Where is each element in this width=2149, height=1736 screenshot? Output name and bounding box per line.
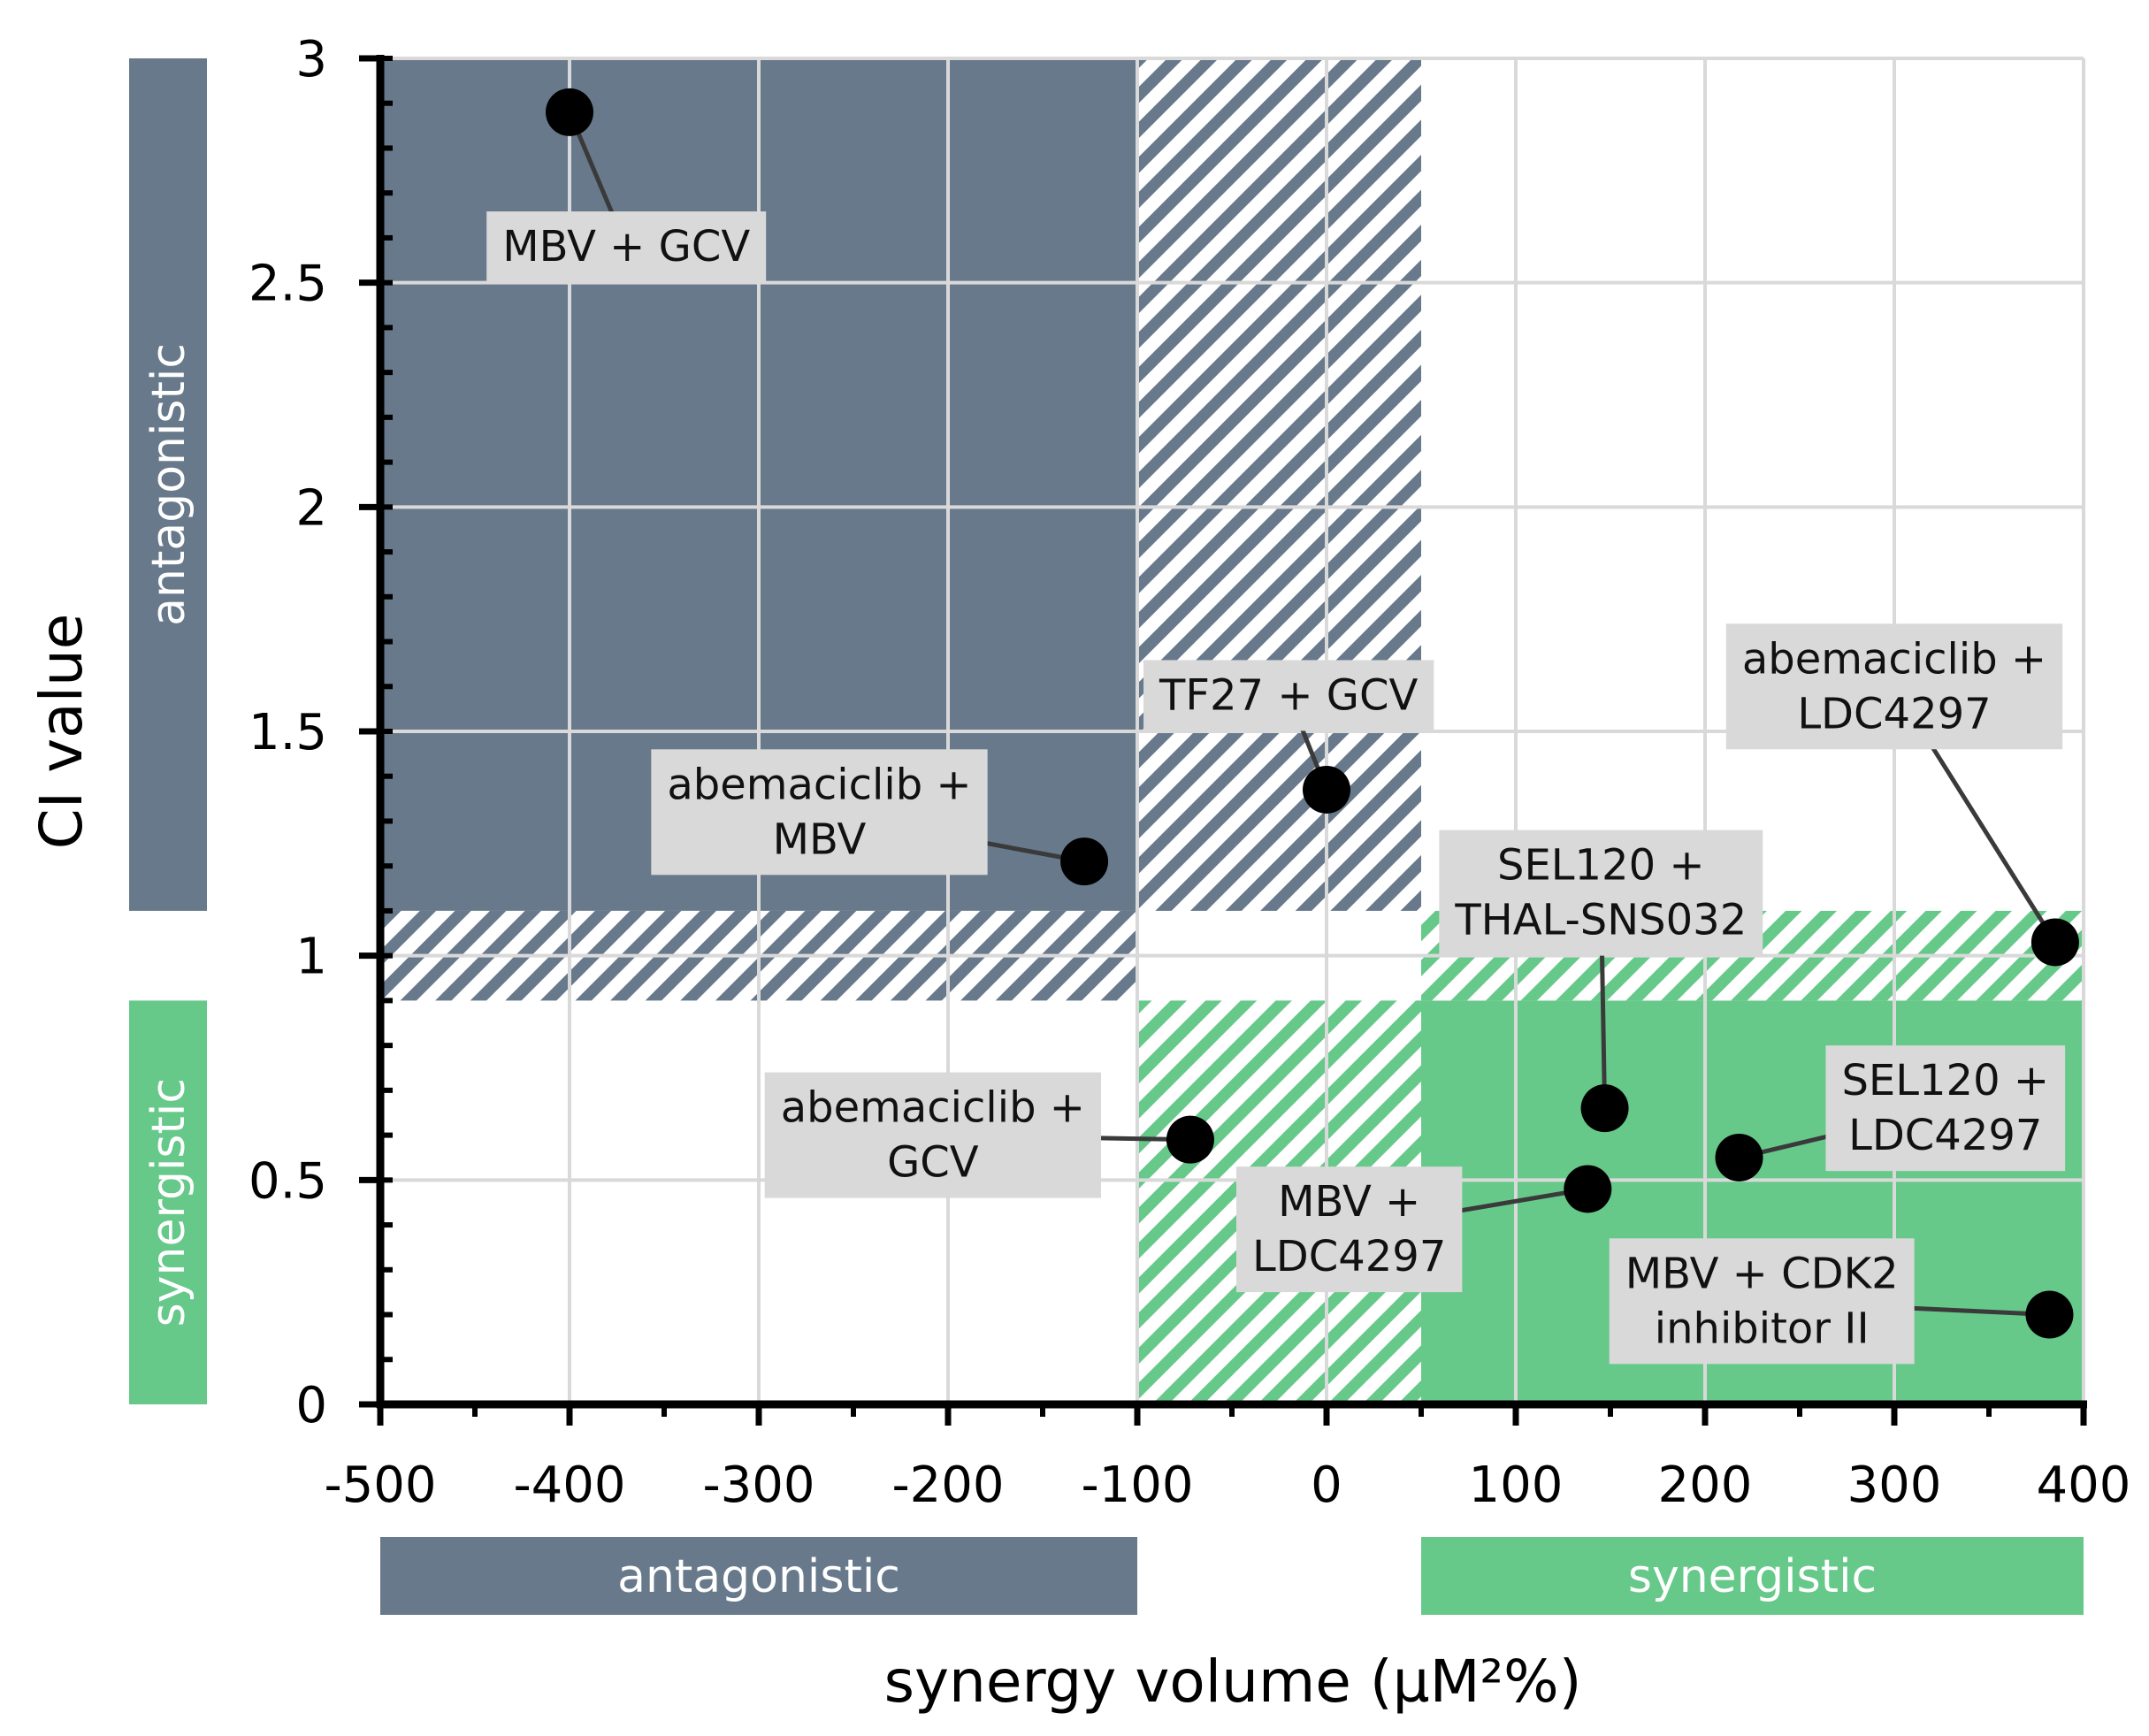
axes-layer: -500 -400 -300 -200 -100 0 100 200 300 400 0 0.5 1 1.… [249, 31, 2131, 1514]
x-tick-label: -300 [702, 1457, 814, 1514]
annotation-7: SEL120 + LDC4297 [1738, 1045, 2066, 1172]
point-label: GCV [887, 1138, 979, 1188]
label-box [1825, 1045, 2066, 1172]
y-tick-label: 0 [295, 1377, 327, 1434]
data-point [546, 88, 593, 136]
data-point [1564, 1165, 1612, 1213]
point-label: LDC4297 [1848, 1111, 2042, 1160]
annotation-2: TF27 + GCV [1143, 660, 1434, 791]
label-box [1439, 830, 1763, 956]
x-tick-label: 200 [1658, 1457, 1753, 1514]
label-box [764, 1072, 1102, 1198]
y-tick-label: 3 [295, 31, 327, 88]
y-band-antagonistic [129, 58, 207, 911]
point-layer [546, 88, 2079, 1339]
label-box [1143, 660, 1434, 731]
x-tick-label: -500 [324, 1457, 436, 1514]
data-point [2030, 918, 2079, 967]
point-label: MBV + CDK2 [1625, 1249, 1899, 1298]
x-band-antagonistic [380, 1537, 1137, 1615]
label-box [1609, 1238, 1915, 1365]
point-label: abemaciclib + [781, 1083, 1085, 1133]
point-label: THAL-SNS032 [1454, 896, 1747, 945]
point-label: MBV + GCV [502, 222, 750, 271]
x-band-synergistic [1421, 1537, 2084, 1615]
data-point [1580, 1084, 1629, 1133]
data-point [1060, 837, 1109, 886]
y-tick-label: 2 [295, 479, 327, 537]
y-band-synergistic [129, 1000, 207, 1404]
band-layer: antagonistic synergistic antagonistic syner… [129, 58, 2084, 1615]
data-point [1303, 765, 1350, 814]
point-label: abemaciclib + [1742, 634, 2046, 684]
point-label: LDC4297 [1252, 1232, 1446, 1281]
x-tick-label: -100 [1081, 1457, 1193, 1514]
point-label: SEL120 + [1497, 841, 1705, 891]
label-box [486, 211, 767, 283]
x-tick-label: 400 [2037, 1457, 2131, 1514]
x-tick-label: -200 [891, 1457, 1004, 1514]
data-point [1715, 1133, 1763, 1182]
label-box [651, 749, 988, 876]
y-band-synergistic-label: synergistic [142, 1078, 195, 1327]
data-point [1166, 1115, 1214, 1164]
point-label: abemaciclib + [667, 760, 971, 809]
annotation-8: MBV + CDK2 inhibitor II [1609, 1238, 2050, 1365]
label-box [1235, 1166, 1463, 1293]
y-tick-label: 0.5 [249, 1152, 327, 1210]
annotation-1: abemaciclib + MBV [651, 749, 1085, 876]
annotation-6: abemaciclib + LDC4297 [1725, 623, 2063, 944]
annotation-0: MBV + GCV [486, 111, 767, 283]
x-tick-label: 0 [1311, 1457, 1342, 1514]
annotation-4: SEL120 + THAL-SNS032 [1439, 830, 1763, 1109]
point-label: LDC4297 [1797, 689, 1991, 738]
y-tick-label: 2.5 [249, 256, 327, 313]
y-band-antagonistic-label: antagonistic [142, 343, 195, 626]
point-label: TF27 + GCV [1159, 670, 1418, 720]
annotation-5: MBV + LDC4297 [1235, 1166, 1588, 1293]
x-tick-label: -400 [513, 1457, 625, 1514]
x-tick-label: 100 [1469, 1457, 1564, 1514]
point-label: MBV + [1278, 1177, 1420, 1227]
y-tick-label: 1 [295, 929, 327, 986]
point-label: SEL120 + [1841, 1056, 2049, 1105]
x-band-antagonistic-label: antagonistic [617, 1550, 900, 1603]
x-band-synergistic-label: synergistic [1628, 1550, 1877, 1603]
x-axis-title: synergy volume (µM²%) [884, 1648, 1582, 1716]
y-tick-label: 1.5 [249, 704, 327, 761]
point-label: inhibitor II [1655, 1304, 1870, 1353]
x-tick-label: 300 [1847, 1457, 1942, 1514]
annotation-3: abemaciclib +GCV [764, 1072, 1190, 1198]
region-antagonistic-hatch-x [1137, 58, 1421, 911]
point-label: MBV [773, 814, 867, 864]
data-point [2025, 1290, 2074, 1339]
label-box [1725, 623, 2063, 750]
y-axis-title: CI value [27, 614, 96, 850]
